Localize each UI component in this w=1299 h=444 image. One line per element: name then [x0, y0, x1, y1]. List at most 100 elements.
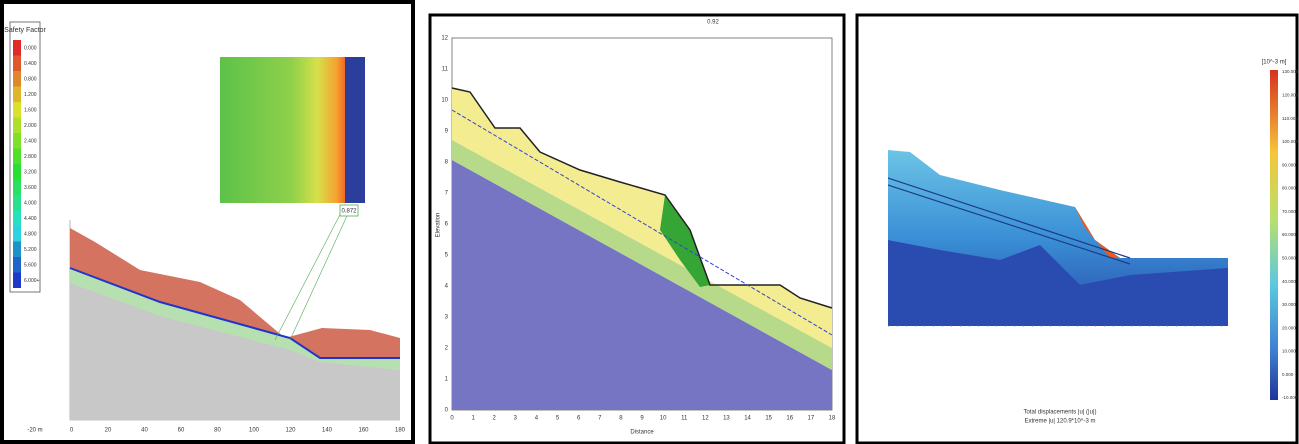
scale-label: 10.000	[1282, 349, 1296, 354]
x-tick-label: 7	[598, 416, 602, 422]
legend-label: 2.400	[24, 138, 37, 144]
x-tick-label: 15	[765, 416, 772, 422]
y-axis-label: Elevation	[436, 213, 442, 238]
scale-label: 0.000	[1282, 372, 1294, 377]
deep-zone	[888, 240, 1228, 326]
scale-label: 60.000	[1282, 232, 1296, 237]
x-tick-label: 16	[786, 416, 793, 422]
scale-label: 20.000	[1282, 325, 1296, 330]
legend-label: 4.400	[24, 216, 37, 222]
caption: Total displacements |u| (|u|)	[1024, 410, 1097, 416]
y-tick-label: 8	[445, 160, 449, 166]
x-tick-label: 120	[285, 428, 296, 434]
color-bar-unit: [10^-3 m]	[1262, 60, 1287, 66]
x-tick-label: 9	[640, 416, 644, 422]
x-axis-label: Distance	[630, 430, 654, 436]
legend-title: Safety Factor	[4, 27, 46, 34]
scale-label: 90.000	[1282, 162, 1296, 167]
x-tick-label: 11	[681, 416, 688, 422]
inset-label: 0.872	[341, 209, 357, 215]
legend-label: 4.000	[24, 200, 37, 206]
legend-swatch	[13, 164, 21, 180]
legend-swatch	[13, 226, 21, 242]
x-tick-label: 100	[249, 428, 260, 434]
y-tick-label: 10	[441, 98, 448, 104]
x-tick-label: 2	[493, 416, 497, 422]
legend-label: 3.600	[24, 185, 37, 191]
water-table	[451, 109, 833, 336]
legend-swatch	[13, 117, 21, 133]
legend-label: 1.600	[24, 107, 37, 113]
legend-swatch	[13, 272, 21, 288]
x-tick-label: 0	[70, 428, 74, 434]
x-tick-label: 8	[619, 416, 623, 422]
x-tick-label: 3	[514, 416, 518, 422]
legend-label: 0.800	[24, 76, 37, 82]
legend-label: 6.000+	[24, 278, 40, 284]
legend-swatch	[13, 55, 21, 71]
scale-label: 80.000	[1282, 186, 1296, 191]
legend-swatch	[13, 148, 21, 164]
x-tick-label: 160	[358, 428, 369, 434]
inset-water	[345, 57, 365, 203]
y-tick-label: 4	[445, 284, 449, 290]
y-tick-label: 7	[445, 191, 449, 197]
x-tick-label: 20	[105, 428, 112, 434]
weak-plane	[887, 184, 1131, 265]
x-tick-label: 12	[702, 416, 709, 422]
panel-1: Safety Factor 0.000 0.400 0.800 1.200 1.600 2…	[0, 0, 415, 444]
slip-surface	[660, 195, 710, 287]
legend-label: 4.800	[24, 231, 37, 237]
y-tick-label: 5	[445, 253, 449, 259]
scale-label: -10.000	[1282, 395, 1298, 400]
x-tick-label: 13	[723, 416, 730, 422]
y-tick-label: 12	[441, 36, 448, 42]
legend-label: 1.200	[24, 92, 37, 98]
color-bar	[1270, 70, 1278, 400]
legend-label: 0.000	[24, 45, 37, 51]
x-tick-label: 180	[395, 428, 406, 434]
panel-title: 0.92	[707, 20, 719, 26]
legend-swatch	[13, 133, 21, 149]
legend-label: 3.200	[24, 169, 37, 175]
legend-swatch	[13, 179, 21, 195]
x-tick-label: 6	[577, 416, 581, 422]
x-tick-label: 0	[450, 416, 454, 422]
caption: Extreme |u| 120.9*10^-3 m	[1025, 419, 1096, 425]
x-tick-label: 40	[141, 428, 148, 434]
y-tick-label: 2	[445, 346, 449, 352]
scale-label: 120.000	[1282, 92, 1299, 97]
legend-swatch	[13, 71, 21, 87]
bedrock	[452, 160, 832, 410]
scale-label: 50.000	[1282, 255, 1296, 260]
x-tick-label: 18	[829, 416, 836, 422]
x-tick-label: 17	[808, 416, 815, 422]
x-tick-label: 4	[535, 416, 539, 422]
panel-2: 0.92 Distance Elevation 0 1 2 3 4 5 6 7 8 9 10 11 12…	[428, 13, 846, 444]
legend-swatch	[13, 257, 21, 273]
scale-label: 40.000	[1282, 279, 1296, 284]
legend-swatch	[13, 195, 21, 211]
legend-label: 2.000	[24, 123, 37, 129]
scale-label: 30.000	[1282, 302, 1296, 307]
water-table	[69, 267, 400, 359]
y-tick-label: 11	[442, 67, 449, 73]
scale-label: 110.000	[1282, 116, 1298, 121]
weak-layer	[452, 140, 832, 370]
upper-layer	[70, 228, 400, 358]
x-tick-label: 1	[471, 416, 475, 422]
legend-label: 5.600	[24, 262, 37, 268]
y-tick-label: 0	[445, 408, 449, 414]
legend-swatch	[13, 40, 21, 56]
legend-swatch	[13, 102, 21, 118]
y-tick-label: 6	[445, 222, 449, 228]
y-tick-label: 1	[445, 377, 449, 383]
x-tick-label: 140	[322, 428, 333, 434]
scale-label: 100.000	[1282, 139, 1299, 144]
ground-surface	[451, 87, 833, 309]
inset-leader	[274, 204, 346, 341]
weak-layer	[70, 268, 400, 370]
legend-swatch	[13, 241, 21, 257]
x-tick-label: 14	[744, 416, 751, 422]
